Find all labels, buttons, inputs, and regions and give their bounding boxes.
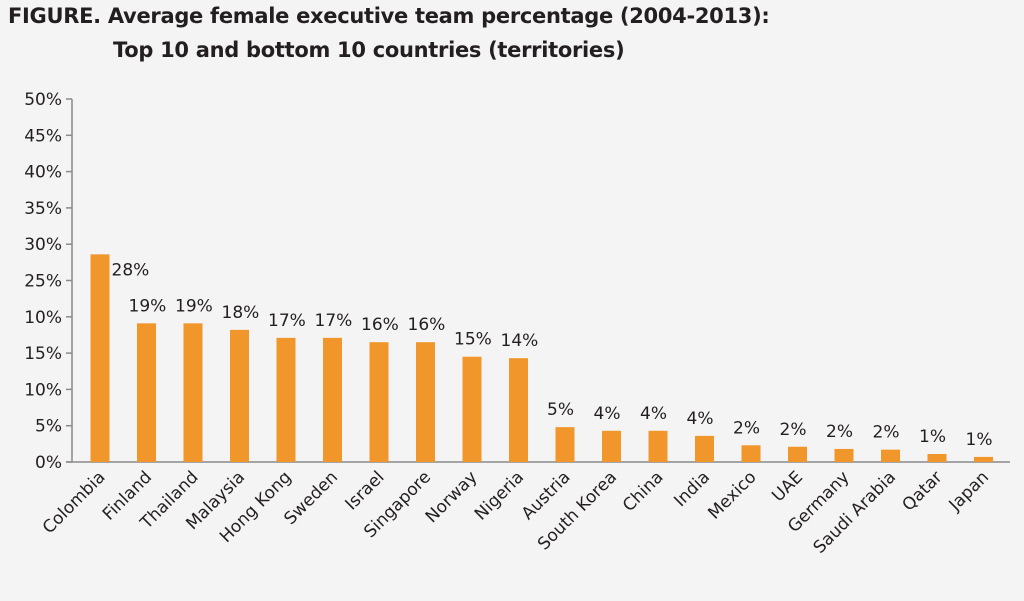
bar — [90, 254, 110, 462]
x-tick-label: Colombia — [39, 467, 110, 538]
y-tick-label: 0% — [35, 453, 62, 473]
data-label: 16% — [361, 315, 399, 335]
y-tick-label: 40% — [24, 163, 62, 183]
x-tick-label: Saudi Arabia — [810, 467, 900, 557]
y-tick-label: 50% — [24, 90, 62, 110]
bar — [741, 445, 761, 462]
x-tick-label: Nigeria — [471, 467, 528, 524]
bar — [788, 446, 807, 462]
x-tick-label: India — [670, 467, 714, 511]
bar — [323, 337, 342, 462]
data-label: 4% — [594, 404, 621, 424]
y-tick-label: 10% — [24, 380, 62, 400]
chart-subtitle: Top 10 and bottom 10 countries (territor… — [113, 38, 625, 62]
bar — [927, 454, 947, 462]
bar — [881, 449, 900, 462]
data-label: 19% — [175, 296, 213, 316]
data-label: 1% — [919, 427, 946, 447]
data-label: 16% — [408, 315, 446, 335]
bar — [276, 337, 296, 462]
data-label: 2% — [780, 420, 807, 440]
y-tick-label: 15% — [24, 344, 62, 364]
x-tick-label: Qatar — [899, 467, 947, 515]
data-label: 1% — [966, 430, 993, 450]
data-label: 17% — [315, 311, 353, 331]
bar — [648, 430, 668, 462]
bar — [137, 323, 156, 462]
data-label: 17% — [268, 311, 306, 331]
data-label: 2% — [733, 418, 760, 438]
bar — [509, 358, 528, 462]
y-tick-label: 5% — [35, 417, 62, 437]
bar — [695, 435, 714, 462]
data-label: 4% — [640, 404, 667, 424]
data-label: 15% — [454, 330, 492, 350]
data-label: 18% — [222, 303, 260, 323]
x-tick-label: China — [619, 467, 667, 515]
y-tick-label: 10% — [24, 308, 62, 328]
y-tick-label: 30% — [24, 235, 62, 255]
x-tick-label: UAE — [768, 467, 807, 506]
data-label: 4% — [687, 409, 714, 429]
data-label: 2% — [826, 422, 853, 442]
bar — [230, 329, 249, 462]
data-label: 19% — [129, 296, 167, 316]
x-tick-label: Japan — [945, 467, 993, 515]
bar — [369, 342, 389, 462]
x-tick-label: Norway — [422, 467, 482, 527]
bar — [416, 342, 435, 462]
y-tick-label: 35% — [24, 199, 62, 219]
bar — [555, 427, 575, 462]
bar — [974, 456, 993, 462]
data-label: 2% — [873, 423, 900, 443]
data-label: 14% — [501, 331, 539, 351]
data-label: 5% — [547, 400, 574, 420]
bar — [462, 356, 482, 462]
chart-title: FIGURE. Average female executive team pe… — [8, 4, 770, 28]
bar — [183, 323, 203, 462]
data-label: 28% — [112, 260, 150, 280]
y-tick-label: 25% — [24, 272, 62, 292]
x-tick-label: Mexico — [704, 467, 760, 523]
y-tick-label: 45% — [24, 126, 62, 146]
bar — [834, 448, 854, 462]
bar — [602, 430, 621, 462]
